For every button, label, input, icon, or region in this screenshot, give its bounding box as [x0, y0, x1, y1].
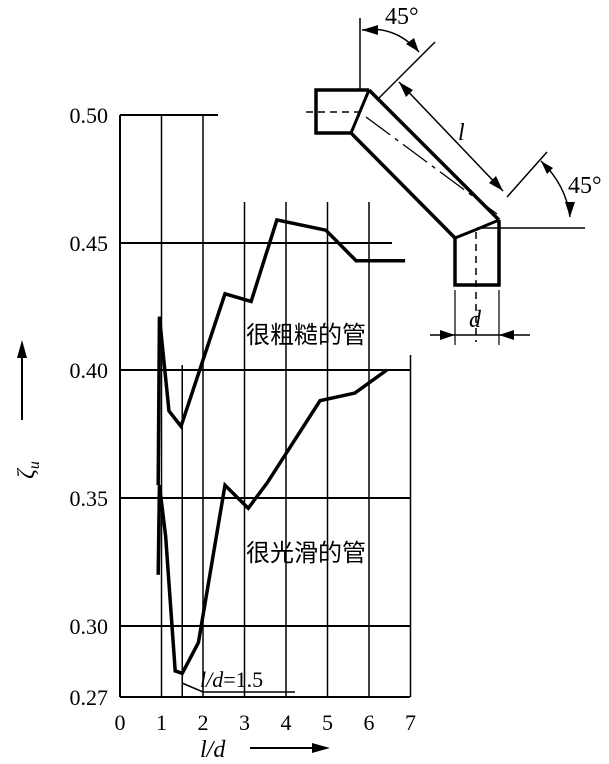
x-tick-label: 6 — [364, 710, 375, 735]
x-tick-label: 7 — [405, 710, 416, 735]
y-tick-label: 0.35 — [70, 486, 109, 511]
angle-label-right: 45° — [568, 173, 602, 199]
grid — [119, 114, 412, 698]
x-tick-label: 5 — [322, 710, 333, 735]
series-lines — [156, 217, 406, 676]
svg-text:ζu: ζu — [14, 461, 43, 479]
y-tick-label: 0.45 — [70, 231, 109, 256]
y-axis-arrow-icon — [17, 340, 27, 420]
pipe-elbow-diagram — [306, 18, 585, 345]
y-tick-label: 0.27 — [70, 685, 109, 710]
x-tick-label: 1 — [156, 710, 167, 735]
angled-pipe-lower-edge — [349, 131, 457, 240]
annotation-leader-line — [181, 682, 295, 693]
length-dimension-line — [398, 81, 504, 192]
y-tick-label: 0.40 — [70, 358, 109, 383]
x-tick-label: 3 — [239, 710, 250, 735]
angled-pipe-upper-edge — [367, 88, 501, 222]
series-label-smooth: 很光滑的管 — [246, 539, 366, 567]
annotation-ld: l/d=1.5 — [200, 667, 263, 692]
y-axis-label: ζu — [14, 461, 43, 479]
x-tick-labels: 0 1 2 3 4 5 6 7 — [115, 710, 417, 735]
series-label-rough: 很粗糙的管 — [246, 321, 366, 349]
x-tick-label: 4 — [281, 710, 292, 735]
angle-label-top: 45° — [385, 4, 419, 30]
x-axis-label: l/d — [200, 737, 226, 763]
y-tick-labels: 0.50 0.45 0.40 0.35 0.30 0.27 — [70, 103, 109, 710]
series-line-rough — [156, 217, 406, 486]
lower-pipe-section — [453, 220, 501, 287]
length-label: l — [458, 120, 465, 146]
x-tick-label: 2 — [198, 710, 209, 735]
series-line-smooth — [156, 368, 388, 676]
y-tick-label: 0.50 — [70, 103, 109, 128]
y-tick-label: 0.30 — [70, 614, 109, 639]
upper-pipe-section — [314, 88, 369, 135]
diameter-label: d — [469, 307, 482, 333]
x-axis-arrow-icon — [250, 743, 330, 753]
x-tick-label: 0 — [115, 710, 126, 735]
